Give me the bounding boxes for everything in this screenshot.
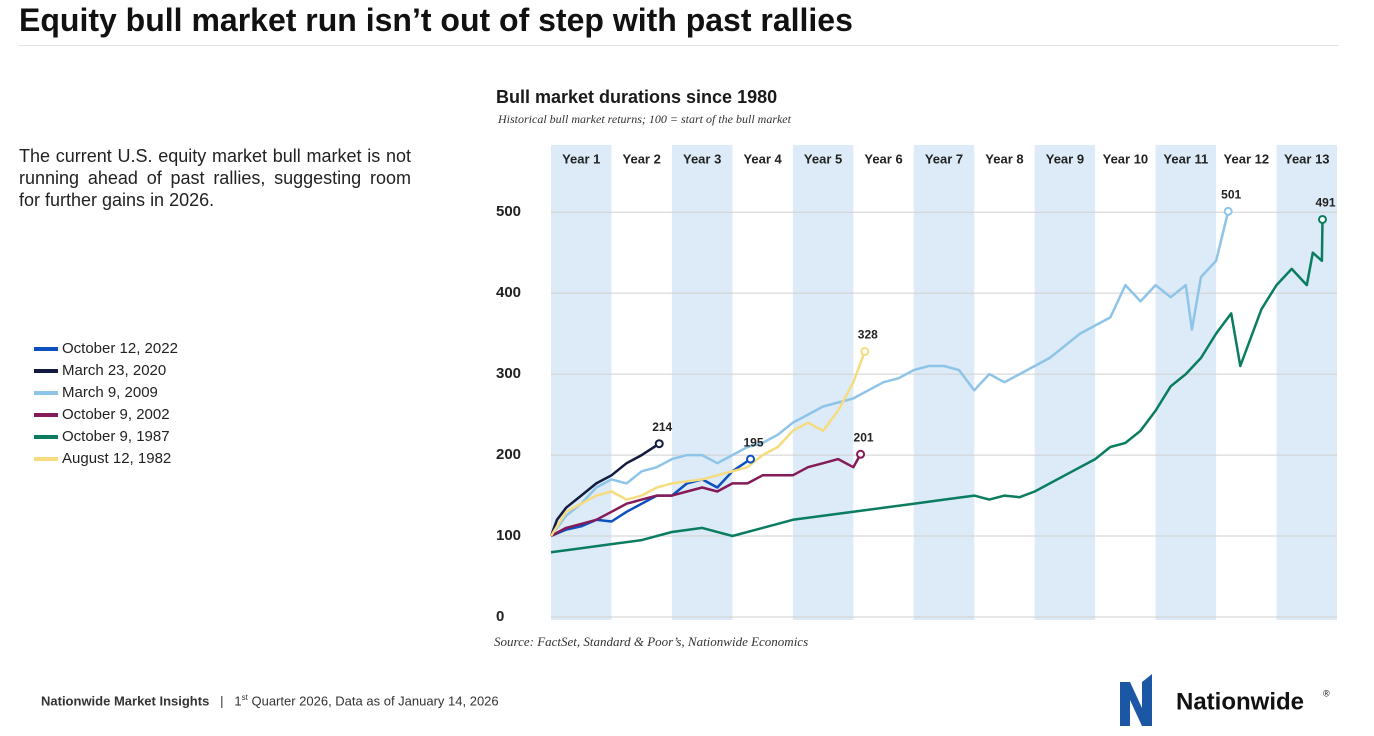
logo-mark: ® — [1323, 688, 1330, 698]
legend-label: October 9, 2002 — [62, 406, 170, 423]
end-marker — [860, 346, 870, 356]
end-marker — [1223, 206, 1233, 216]
year-band — [551, 145, 612, 620]
year-label: Year 10 — [1103, 151, 1149, 166]
legend-label: October 9, 1987 — [62, 428, 170, 445]
end-label: 195 — [744, 435, 764, 449]
footer: Nationwide Market Insights | 1st Quarter… — [41, 693, 499, 708]
end-label: 491 — [1315, 196, 1335, 210]
series-line — [550, 458, 752, 538]
year-label: Year 2 — [623, 151, 661, 166]
y-tick-label: 500 — [496, 203, 521, 220]
year-label: Year 11 — [1163, 151, 1208, 166]
body-text: The current U.S. equity market bull mark… — [19, 146, 411, 210]
series-line — [549, 211, 1230, 537]
legend-label: March 9, 2009 — [62, 384, 158, 401]
series-line — [550, 453, 862, 538]
series-line — [549, 350, 866, 537]
footer-separator: | — [220, 693, 224, 709]
legend-label: October 12, 2022 — [62, 340, 178, 357]
year-band — [1276, 145, 1337, 620]
y-tick-label: 300 — [496, 365, 521, 382]
title-rule — [19, 45, 1339, 46]
year-label: Year 13 — [1284, 151, 1330, 166]
year-band — [1155, 145, 1217, 620]
page-title: Equity bull market run isn’t out of step… — [19, 2, 853, 38]
y-tick-label: 0 — [496, 608, 504, 625]
year-band — [792, 145, 854, 620]
end-marker — [746, 454, 756, 464]
end-label: 501 — [1221, 188, 1241, 202]
end-label: 201 — [854, 430, 874, 444]
legend-label: March 23, 2020 — [62, 362, 166, 379]
year-label: Year 12 — [1224, 151, 1270, 166]
year-band — [913, 145, 975, 620]
year-label: Year 9 — [1046, 151, 1084, 166]
footer-suffix: st — [241, 693, 248, 702]
footer-brand: Nationwide Market Insights — [41, 693, 210, 709]
legend-label: August 12, 1982 — [62, 450, 171, 467]
series-line — [550, 219, 1324, 554]
logo: Nationwide ® — [1120, 674, 1330, 726]
end-marker — [856, 449, 866, 459]
year-label: Year 8 — [985, 151, 1023, 166]
chart-subtitle: Historical bull market returns; 100 = st… — [497, 112, 792, 126]
year-band — [671, 145, 733, 620]
year-band — [1034, 145, 1096, 620]
footer-date: Quarter 2026, Data as of January 14, 202… — [247, 693, 499, 709]
year-label: Year 1 — [562, 151, 600, 166]
logo-text: Nationwide — [1176, 688, 1304, 715]
chart-source: Source: FactSet, Standard & Poor’s, Nati… — [494, 634, 808, 649]
year-label: Year 7 — [925, 151, 963, 166]
year-label: Year 3 — [683, 151, 721, 166]
end-marker — [1317, 214, 1327, 224]
chart-title: Bull market durations since 1980 — [496, 87, 777, 107]
y-tick-label: 400 — [496, 284, 521, 301]
end-label: 214 — [652, 420, 672, 434]
year-label: Year 6 — [864, 151, 902, 166]
y-tick-label: 200 — [496, 446, 521, 463]
year-label: Year 4 — [743, 151, 782, 166]
logo-icon — [1120, 674, 1152, 726]
series-line — [549, 442, 660, 537]
y-tick-label: 100 — [496, 527, 521, 544]
end-marker — [654, 439, 664, 449]
year-label: Year 5 — [804, 151, 842, 166]
end-label: 328 — [858, 328, 878, 342]
footer-quarter: 1 — [234, 693, 242, 709]
